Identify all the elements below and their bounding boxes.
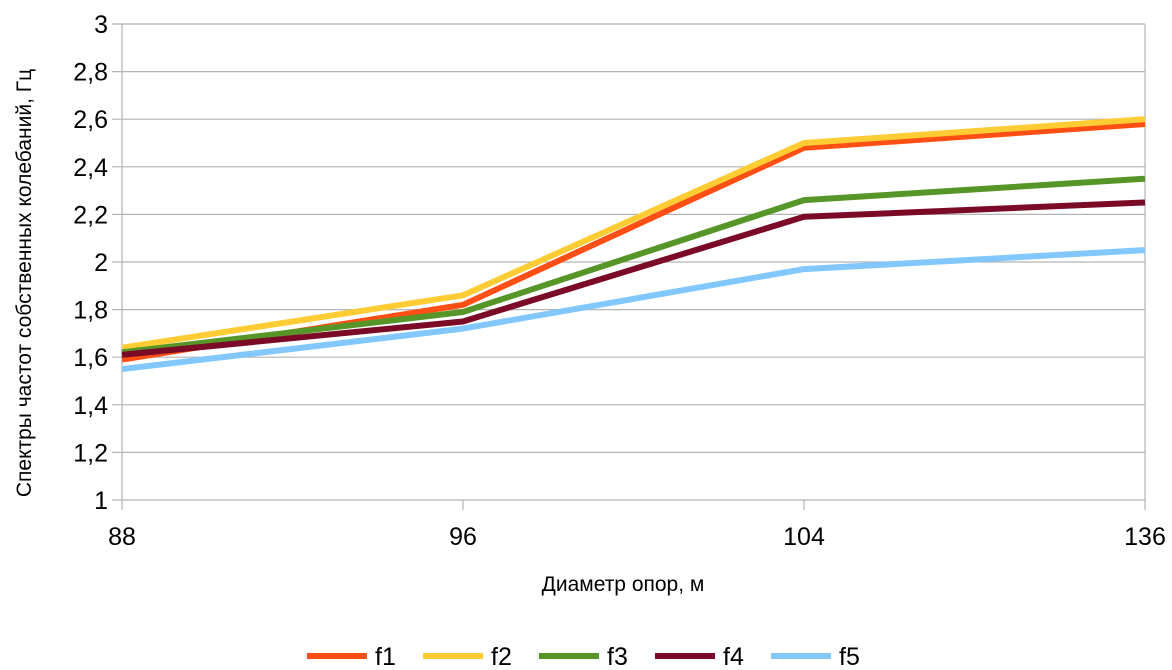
series-line-f3	[121, 175, 1146, 356]
chart-legend: f1 f2 f3 f4 f5	[307, 643, 860, 670]
series-line-f5	[121, 247, 1146, 373]
y-tick-label: 2,4	[73, 154, 108, 182]
legend-item-f5: f5	[771, 643, 860, 670]
x-axis-title: Диаметр опор, м	[542, 573, 705, 596]
y-axis-ticks: 1 1,2 1,4 1,6 1,8 2 2,2 2,4 2,6 2,8 3	[73, 11, 108, 515]
legend-item-f2: f2	[423, 643, 512, 670]
legend-label: f3	[607, 643, 628, 670]
legend-label: f1	[375, 643, 396, 670]
legend-label: f5	[839, 643, 860, 670]
x-axis-ticks: 88 96 104 136	[108, 500, 1166, 551]
legend-item-f4: f4	[655, 643, 744, 670]
x-tick-label: 136	[1124, 523, 1166, 551]
legend-label: f2	[491, 643, 512, 670]
chart-axes	[121, 24, 1146, 500]
y-axis-title: Спектры частот собственных колебаний, Гц	[13, 69, 36, 497]
legend-label: f4	[723, 643, 744, 670]
series-lines	[121, 116, 1146, 373]
y-tick-label: 1,4	[73, 392, 108, 420]
y-tick-label: 2,6	[73, 106, 108, 134]
y-tick-label: 1,2	[73, 439, 108, 467]
y-tick-label: 1	[94, 487, 108, 515]
y-tick-label: 3	[94, 11, 108, 39]
y-tick-label: 2,8	[73, 59, 108, 87]
series-line-f2	[121, 116, 1146, 351]
legend-item-f1: f1	[307, 643, 396, 670]
y-tick-label: 2,2	[73, 201, 108, 229]
legend-item-f3: f3	[539, 643, 628, 670]
x-tick-label: 96	[449, 523, 477, 551]
x-tick-label: 104	[783, 523, 825, 551]
y-tick-label: 1,6	[73, 344, 108, 372]
x-tick-label: 88	[108, 523, 136, 551]
y-tick-label: 2	[94, 249, 108, 277]
grid-lines	[112, 23, 1145, 501]
y-tick-label: 1,8	[73, 297, 108, 325]
series-line-f4	[121, 199, 1146, 358]
